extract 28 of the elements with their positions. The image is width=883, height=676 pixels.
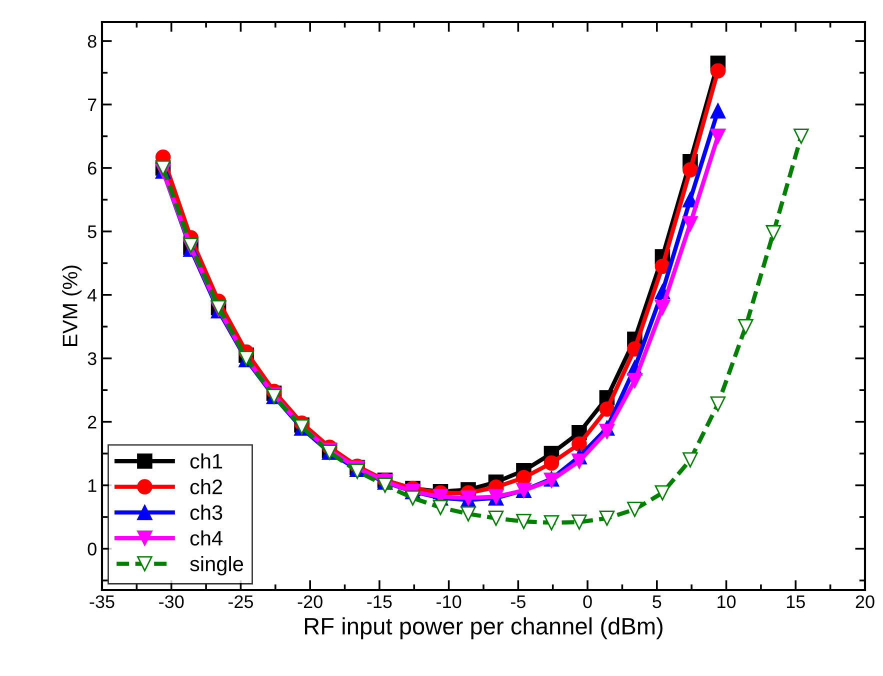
y-tick-label: 7 (88, 98, 96, 112)
x-tick-label: -15 (367, 596, 392, 608)
y-tick-label: 6 (88, 162, 96, 175)
y-tick-label: 2 (88, 416, 96, 428)
x-tick-label: -30 (159, 595, 184, 608)
legend-label: ch4 (190, 530, 222, 546)
y-axis-title: EVM (%) (62, 266, 82, 346)
legend-label: ch2 (190, 478, 222, 494)
x-tick-label: -20 (298, 595, 322, 608)
y-tick-label: 4 (88, 289, 97, 302)
x-tick-label: -5 (510, 596, 526, 608)
legend-label: ch1 (190, 453, 222, 469)
x-tick-label: 15 (786, 596, 805, 608)
x-tick-label: -10 (436, 595, 462, 608)
y-tick-label: 5 (88, 226, 96, 238)
x-axis-title: RF input power per channel (dBm) (305, 617, 662, 640)
x-tick-label: 10 (718, 595, 736, 608)
x-tick-label: 20 (856, 595, 874, 608)
x-tick-label: -35 (90, 595, 114, 608)
x-tick-label: -25 (228, 595, 254, 608)
y-tick-label: 0 (88, 542, 96, 556)
x-tick-label: 0 (583, 595, 592, 608)
x-tick-label: 5 (652, 596, 662, 608)
y-tick-label: 1 (88, 479, 96, 492)
legend-label: single (190, 556, 244, 576)
y-tick-label: 3 (88, 352, 96, 366)
legend-label: ch3 (190, 504, 222, 520)
y-tick-label: 8 (88, 34, 96, 48)
